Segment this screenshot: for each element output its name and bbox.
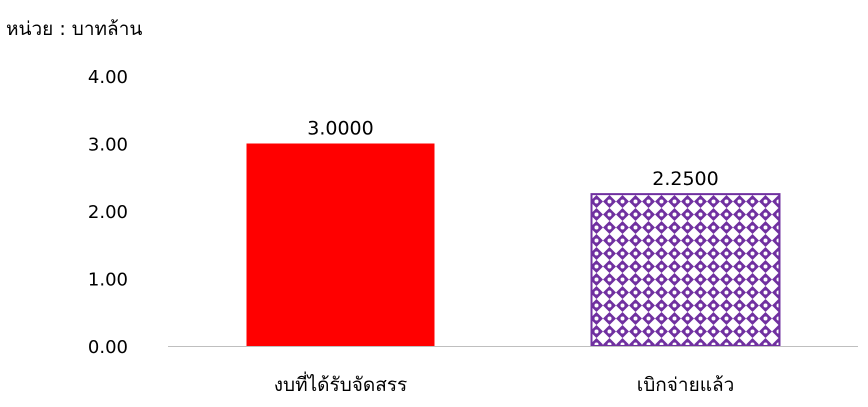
unit-label: หน่วย : บาทล้าน [6,18,143,40]
bar [590,193,781,347]
x-category-label: งบที่ได้รับจัดสรร [274,371,408,396]
y-tick-label: 4.00 [88,67,128,88]
bars [246,143,781,347]
y-tick-label: 1.00 [88,270,128,291]
y-tick-label: 0.00 [88,337,128,358]
bar [246,143,435,346]
x-axis: งบที่ได้รับจัดสรร เบิกจ่ายแล้ว [168,346,858,396]
bar-value-label: 3.0000 [307,118,373,140]
x-category-label: เบิกจ่ายแล้ว [637,374,735,396]
bar-value-label: 2.2500 [652,168,718,190]
y-tick-label: 2.00 [88,202,128,223]
data-labels: 3.0000 2.2500 [307,118,718,191]
y-axis: 0.00 1.00 2.00 3.00 4.00 [88,67,128,358]
y-tick-label: 3.00 [88,135,128,156]
